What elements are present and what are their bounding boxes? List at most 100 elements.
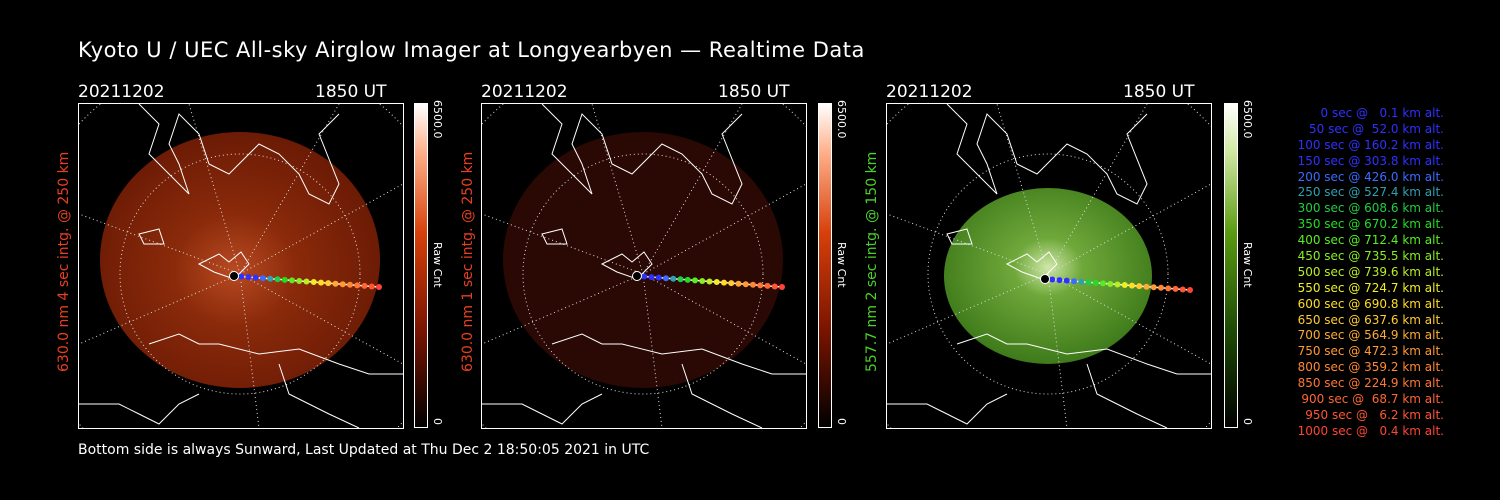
trajectory-point	[1071, 278, 1077, 285]
trajectory-legend-row: 50 sec @ 52.0 km alt.	[1309, 121, 1444, 136]
trajectory-point	[368, 283, 375, 290]
trajectory-point	[1100, 280, 1106, 287]
trajectory-legend-row: 500 sec @ 739.6 km alt.	[1297, 264, 1444, 279]
panel-1-cbar-unit: Raw Cnt	[431, 242, 444, 288]
trajectory-point	[721, 279, 727, 286]
trajectory-legend-row: 400 sec @ 712.4 km alt.	[1297, 233, 1444, 248]
trajectory-point	[1114, 281, 1121, 288]
trajectory-point	[1063, 277, 1070, 284]
trajectory-point	[318, 279, 324, 286]
panel-3-cbar-unit: Raw Cnt	[1241, 242, 1254, 288]
trajectory-start-marker	[632, 271, 642, 281]
panel-2-sky-image	[482, 104, 806, 428]
trajectory-point	[1143, 283, 1150, 290]
trajectory-point	[779, 284, 785, 290]
footer-note: Bottom side is always Sunward, Last Upda…	[78, 442, 650, 458]
trajectory-point	[310, 279, 317, 286]
trajectory-point	[648, 274, 655, 281]
panel-2-colorbar	[818, 103, 832, 428]
trajectory-legend-row: 0 sec @ 0.1 km alt.	[1320, 106, 1445, 120]
trajectory-point	[713, 279, 720, 286]
trajectory-point	[238, 273, 245, 280]
panel-3-sky-image	[887, 104, 1211, 428]
trajectory-point	[354, 282, 361, 289]
trajectory-point	[325, 280, 332, 287]
trajectory-point	[252, 274, 259, 281]
trajectory-point	[1085, 279, 1092, 286]
trajectory-point	[1107, 280, 1114, 287]
trajectory-legend-row: 350 sec @ 670.2 km alt.	[1297, 217, 1444, 232]
panel-1-sky-image	[79, 104, 403, 428]
page-title: Kyoto U / UEC All-sky Airglow Imager at …	[78, 38, 865, 62]
trajectory-legend-row: 100 sec @ 160.2 km alt.	[1297, 137, 1444, 152]
trajectory-point	[764, 282, 771, 289]
panel-3-colorbar	[1224, 103, 1238, 428]
trajectory-point	[771, 283, 778, 290]
trajectory-point	[1179, 286, 1186, 293]
trajectory-point	[735, 280, 742, 287]
trajectory-legend-row: 800 sec @ 359.2 km alt.	[1297, 360, 1444, 375]
panel-2-ylabel: 630.0 nm 1 sec intg. @ 250 km	[460, 151, 476, 372]
panel-3-date: 20211202	[886, 82, 973, 102]
panel-2-time: 1850 UT	[718, 82, 790, 102]
trajectory-point	[1092, 279, 1099, 286]
trajectory-point	[260, 275, 266, 282]
trajectory-point	[1172, 285, 1179, 292]
panel-3-cbar-max: 6500.0	[1241, 100, 1254, 139]
trajectory-legend-row: 900 sec @ 68.7 km alt.	[1301, 392, 1444, 407]
trajectory-point	[1158, 284, 1164, 291]
panel-2-cbar-min: 0	[835, 418, 848, 425]
trajectory-point	[1049, 276, 1056, 283]
panel-1-time: 1850 UT	[315, 82, 387, 102]
trajectory-point	[339, 281, 346, 288]
trajectory-point	[706, 278, 713, 285]
trajectory-point	[1121, 282, 1128, 289]
panel-3-cbar-min: 0	[1241, 418, 1254, 425]
trajectory-point	[677, 276, 684, 283]
trajectory-point	[699, 277, 706, 284]
trajectory-point	[1056, 277, 1063, 284]
trajectory-point	[750, 281, 756, 288]
trajectory-point	[1165, 285, 1172, 292]
trajectory-legend-row: 850 sec @ 224.9 km alt.	[1297, 376, 1444, 391]
panel-2-date: 20211202	[481, 82, 568, 102]
panel-1-cbar-min: 0	[431, 418, 444, 425]
trajectory-legend-row: 750 sec @ 472.3 km alt.	[1297, 344, 1444, 359]
trajectory-point	[692, 277, 698, 284]
trajectory-point	[245, 274, 252, 281]
trajectory-point	[655, 274, 662, 281]
panel-2-cbar-max: 6500.0	[835, 100, 848, 139]
trajectory-point	[1187, 287, 1193, 293]
trajectory-legend-row: 650 sec @ 637.6 km alt.	[1297, 312, 1444, 327]
panel-1-date: 20211202	[78, 82, 165, 102]
trajectory-point	[684, 276, 691, 283]
trajectory-legend: 0 sec @ 0.1 km alt. 50 sec @ 52.0 km alt.…	[1262, 106, 1444, 440]
trajectory-point	[303, 278, 310, 285]
panel-1-cbar-max: 6500.0	[431, 100, 444, 139]
trajectory-point	[281, 276, 288, 283]
trajectory-start-marker	[1040, 274, 1050, 284]
trajectory-point	[347, 281, 353, 288]
panel-2-cbar-unit: Raw Cnt	[835, 242, 848, 288]
trajectory-point	[289, 277, 295, 284]
trajectory-legend-row: 250 sec @ 527.4 km alt.	[1297, 185, 1444, 200]
trajectory-legend-row: 300 sec @ 608.6 km alt.	[1297, 201, 1444, 216]
panel-3-time: 1850 UT	[1123, 82, 1195, 102]
trajectory-legend-row: 950 sec @ 6.2 km alt.	[1305, 407, 1444, 422]
trajectory-point	[641, 273, 648, 280]
trajectory-point	[267, 275, 274, 282]
panel-3-ylabel: 557.7 nm 2 sec intg. @ 150 km	[864, 151, 880, 372]
panel-1-colorbar	[414, 103, 428, 428]
trajectory-point	[757, 282, 764, 289]
trajectory-legend-row: 150 sec @ 303.8 km alt.	[1297, 153, 1444, 168]
trajectory-point	[670, 275, 677, 282]
trajectory-point	[361, 282, 368, 289]
trajectory-point	[296, 277, 303, 284]
trajectory-point	[274, 276, 281, 283]
panel-2-image	[481, 103, 807, 429]
trajectory-point	[1150, 284, 1157, 291]
trajectory-point	[1129, 282, 1135, 289]
trajectory-point	[728, 280, 735, 287]
trajectory-point	[1136, 283, 1143, 290]
panel-1-image	[78, 103, 404, 429]
